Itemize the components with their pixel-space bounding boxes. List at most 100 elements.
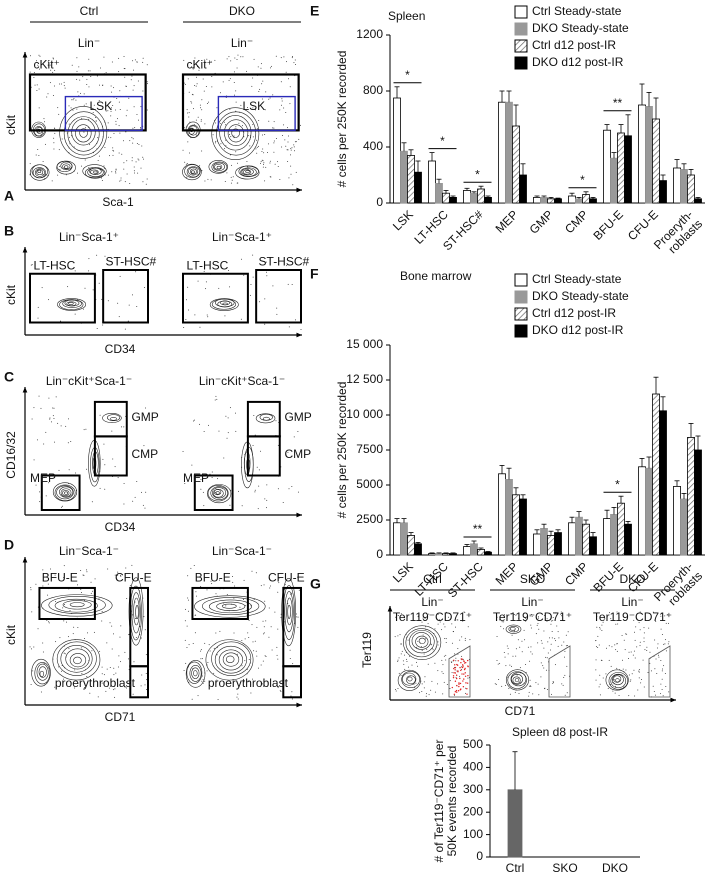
event-dot — [253, 58, 255, 60]
event-dot — [545, 669, 547, 671]
event-dot — [42, 569, 44, 571]
event-dot — [295, 141, 297, 143]
event-dot — [417, 640, 419, 642]
bar — [512, 125, 520, 204]
event-dot — [132, 138, 134, 140]
event-dot — [194, 85, 196, 87]
event-dot — [37, 64, 39, 66]
y-axis-label: cKit — [4, 114, 18, 135]
panel-label: E — [310, 3, 319, 19]
event-dot — [425, 638, 427, 640]
event-dot — [275, 138, 277, 140]
bar — [505, 101, 513, 204]
event-dot — [124, 574, 126, 576]
plot-title: Lin⁻ — [521, 595, 543, 609]
event-dot — [273, 121, 275, 123]
event-dot — [87, 632, 89, 634]
event-dot — [245, 605, 247, 607]
event-dot — [188, 91, 190, 93]
event-dot — [200, 650, 202, 652]
event-dot — [277, 444, 279, 446]
event-dot — [126, 160, 128, 162]
significance-mark: ** — [613, 96, 623, 110]
event-dot — [255, 650, 257, 652]
event-dot — [437, 623, 439, 625]
event-dot — [101, 298, 103, 300]
event-dot — [39, 491, 41, 493]
event-dot — [118, 655, 120, 657]
event-dot — [237, 54, 239, 56]
bar — [568, 195, 576, 204]
event-dot — [662, 695, 664, 697]
event-dot — [238, 122, 240, 124]
event-dot — [80, 92, 82, 94]
y-tick-label: 0 — [376, 547, 383, 561]
event-dot — [205, 85, 207, 87]
event-dot — [496, 635, 498, 637]
event-dot — [523, 629, 525, 631]
contour — [211, 641, 252, 676]
event-dot — [123, 56, 125, 58]
plot-title: Lin⁻cKit⁺Sca-1⁻ — [199, 374, 285, 388]
event-dot — [63, 678, 65, 680]
event-dot — [187, 575, 189, 577]
event-dot — [88, 167, 90, 169]
event-dot — [616, 643, 618, 645]
bar — [442, 192, 450, 204]
event-dot — [551, 637, 553, 639]
gated-dot — [464, 667, 466, 670]
event-dot — [195, 591, 197, 593]
event-dot — [184, 639, 186, 641]
event-dot — [83, 131, 85, 133]
event-dot — [419, 692, 421, 694]
event-dot — [96, 254, 98, 256]
event-dot — [86, 468, 88, 470]
event-dot — [532, 693, 534, 695]
event-dot — [235, 151, 237, 153]
event-dot — [607, 688, 609, 690]
event-dot — [274, 611, 276, 613]
event-dot — [51, 180, 53, 182]
contour — [62, 163, 71, 170]
legend-swatch — [514, 56, 528, 70]
event-dot — [451, 642, 453, 644]
event-dot — [404, 654, 406, 656]
event-dot — [264, 323, 266, 325]
event-dot — [204, 680, 206, 682]
contour — [87, 167, 104, 177]
event-dot — [136, 481, 138, 483]
gated-dot — [466, 682, 469, 684]
event-dot — [627, 658, 629, 660]
event-dot — [120, 575, 122, 577]
event-dot — [196, 83, 198, 85]
event-dot — [531, 614, 533, 616]
event-dot — [230, 182, 232, 184]
event-dot — [247, 632, 249, 634]
column-header: DKO — [619, 572, 645, 586]
event-dot — [145, 672, 147, 674]
event-dot — [34, 84, 36, 86]
event-dot — [225, 139, 227, 141]
event-dot — [665, 650, 667, 652]
contour — [60, 488, 72, 497]
event-dot — [84, 287, 86, 289]
gated-dot — [467, 659, 469, 662]
event-dot — [423, 653, 425, 655]
event-dot — [253, 650, 255, 652]
contour — [210, 486, 228, 500]
gated-dot — [467, 674, 469, 677]
event-dot — [132, 142, 134, 144]
event-dot — [136, 305, 138, 307]
panel-label: F — [310, 266, 319, 282]
plot-title: Lin⁻cKit⁺Sca-1⁻ — [46, 374, 132, 388]
event-dot — [430, 644, 432, 646]
event-dot — [549, 649, 551, 651]
event-dot — [265, 166, 267, 168]
event-dot — [65, 174, 67, 176]
event-dot — [265, 656, 267, 658]
gated-dot — [462, 665, 464, 667]
event-dot — [133, 166, 135, 168]
event-dot — [226, 594, 228, 596]
event-dot — [665, 685, 667, 687]
event-dot — [540, 662, 542, 664]
